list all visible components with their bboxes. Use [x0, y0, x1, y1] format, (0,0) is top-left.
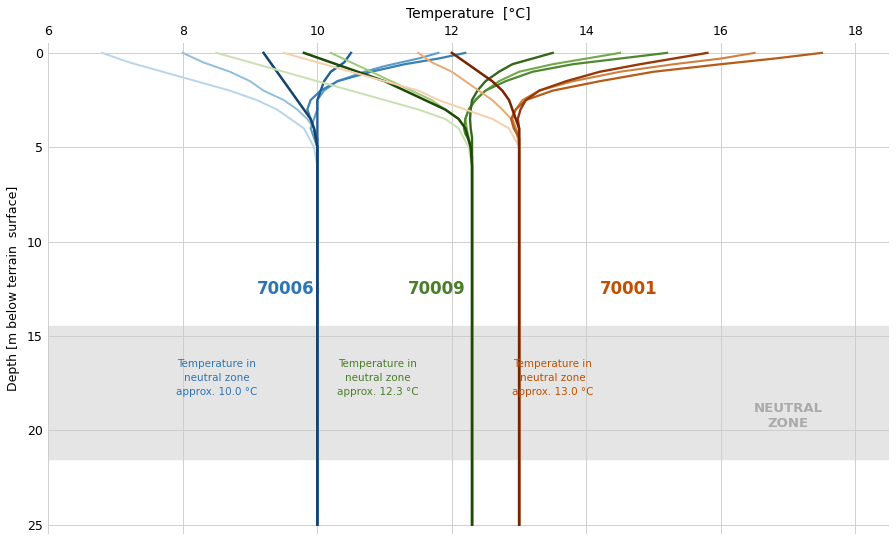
- Text: 70009: 70009: [409, 280, 466, 299]
- X-axis label: Temperature  [°C]: Temperature [°C]: [407, 7, 531, 21]
- Text: Temperature in
neutral zone
approx. 10.0 °C: Temperature in neutral zone approx. 10.0…: [176, 359, 257, 397]
- Y-axis label: Depth [m below terrain  surface]: Depth [m below terrain surface]: [7, 186, 20, 391]
- Text: 70006: 70006: [257, 280, 314, 299]
- Text: Temperature in
neutral zone
approx. 13.0 °C: Temperature in neutral zone approx. 13.0…: [512, 359, 593, 397]
- Text: 70001: 70001: [599, 280, 658, 299]
- Text: Temperature in
neutral zone
approx. 12.3 °C: Temperature in neutral zone approx. 12.3…: [337, 359, 418, 397]
- Text: NEUTRAL
ZONE: NEUTRAL ZONE: [754, 402, 823, 430]
- Bar: [48, 326, 889, 459]
